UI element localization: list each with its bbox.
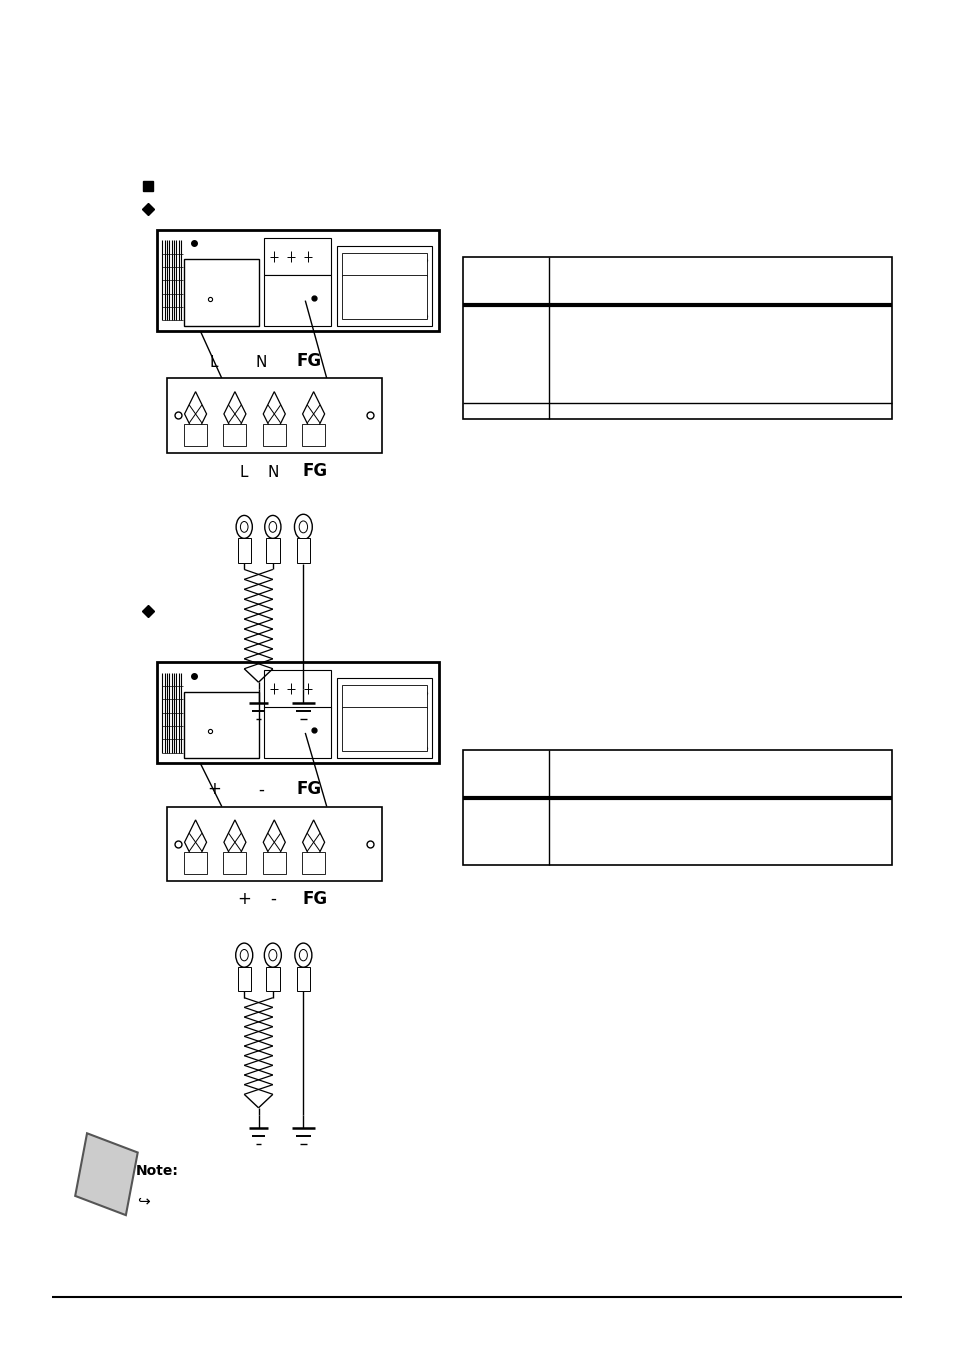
Text: N: N [255, 355, 267, 370]
Bar [302, 424, 325, 446]
Bar [167, 378, 381, 453]
Bar [184, 852, 207, 874]
Bar [264, 670, 331, 708]
Text: FG: FG [302, 890, 327, 908]
Bar [157, 230, 438, 331]
Circle shape [264, 515, 280, 539]
Bar [302, 852, 325, 874]
Circle shape [299, 521, 307, 532]
Polygon shape [263, 392, 285, 436]
Bar [341, 276, 427, 319]
Bar [184, 259, 258, 326]
Circle shape [269, 950, 276, 961]
Text: $\hookrightarrow$: $\hookrightarrow$ [135, 1193, 152, 1209]
Bar [223, 852, 246, 874]
Bar [264, 238, 331, 276]
Polygon shape [263, 820, 285, 865]
Polygon shape [224, 820, 246, 865]
Bar [237, 539, 251, 563]
Circle shape [235, 943, 253, 967]
Text: N: N [267, 465, 278, 480]
Bar [262, 424, 286, 446]
Bar [184, 424, 207, 446]
Text: +: + [237, 890, 251, 908]
Text: FG: FG [295, 781, 321, 798]
Bar [75, 1133, 137, 1215]
Bar [184, 692, 258, 758]
Bar [341, 685, 427, 708]
Text: -: - [258, 781, 264, 798]
Polygon shape [184, 820, 207, 865]
Circle shape [240, 521, 248, 532]
Bar [237, 967, 251, 992]
Circle shape [240, 950, 248, 961]
Text: Note:: Note: [135, 1165, 178, 1178]
Circle shape [264, 943, 281, 967]
Circle shape [269, 521, 276, 532]
Polygon shape [184, 392, 207, 436]
Bar [266, 539, 279, 563]
Text: FG: FG [302, 462, 327, 480]
Polygon shape [224, 392, 246, 436]
Polygon shape [302, 820, 324, 865]
Bar [264, 276, 331, 326]
Circle shape [294, 943, 312, 967]
Bar [296, 967, 310, 992]
Bar [336, 246, 432, 326]
Polygon shape [302, 392, 324, 436]
Bar [167, 807, 381, 881]
Circle shape [236, 515, 252, 539]
Bar [223, 424, 246, 446]
Text: FG: FG [295, 353, 321, 370]
Bar [264, 708, 331, 758]
Bar [341, 708, 427, 751]
Bar [266, 967, 279, 992]
Text: L: L [240, 465, 248, 480]
Bar [462, 750, 891, 865]
Bar [262, 852, 286, 874]
Text: -: - [270, 890, 275, 908]
Bar [157, 662, 438, 763]
Bar [336, 678, 432, 758]
Text: L: L [210, 355, 218, 370]
Bar [341, 253, 427, 276]
Circle shape [294, 515, 312, 539]
Text: +: + [207, 781, 221, 798]
Bar [296, 539, 310, 563]
Circle shape [299, 950, 307, 961]
Bar [462, 257, 891, 419]
